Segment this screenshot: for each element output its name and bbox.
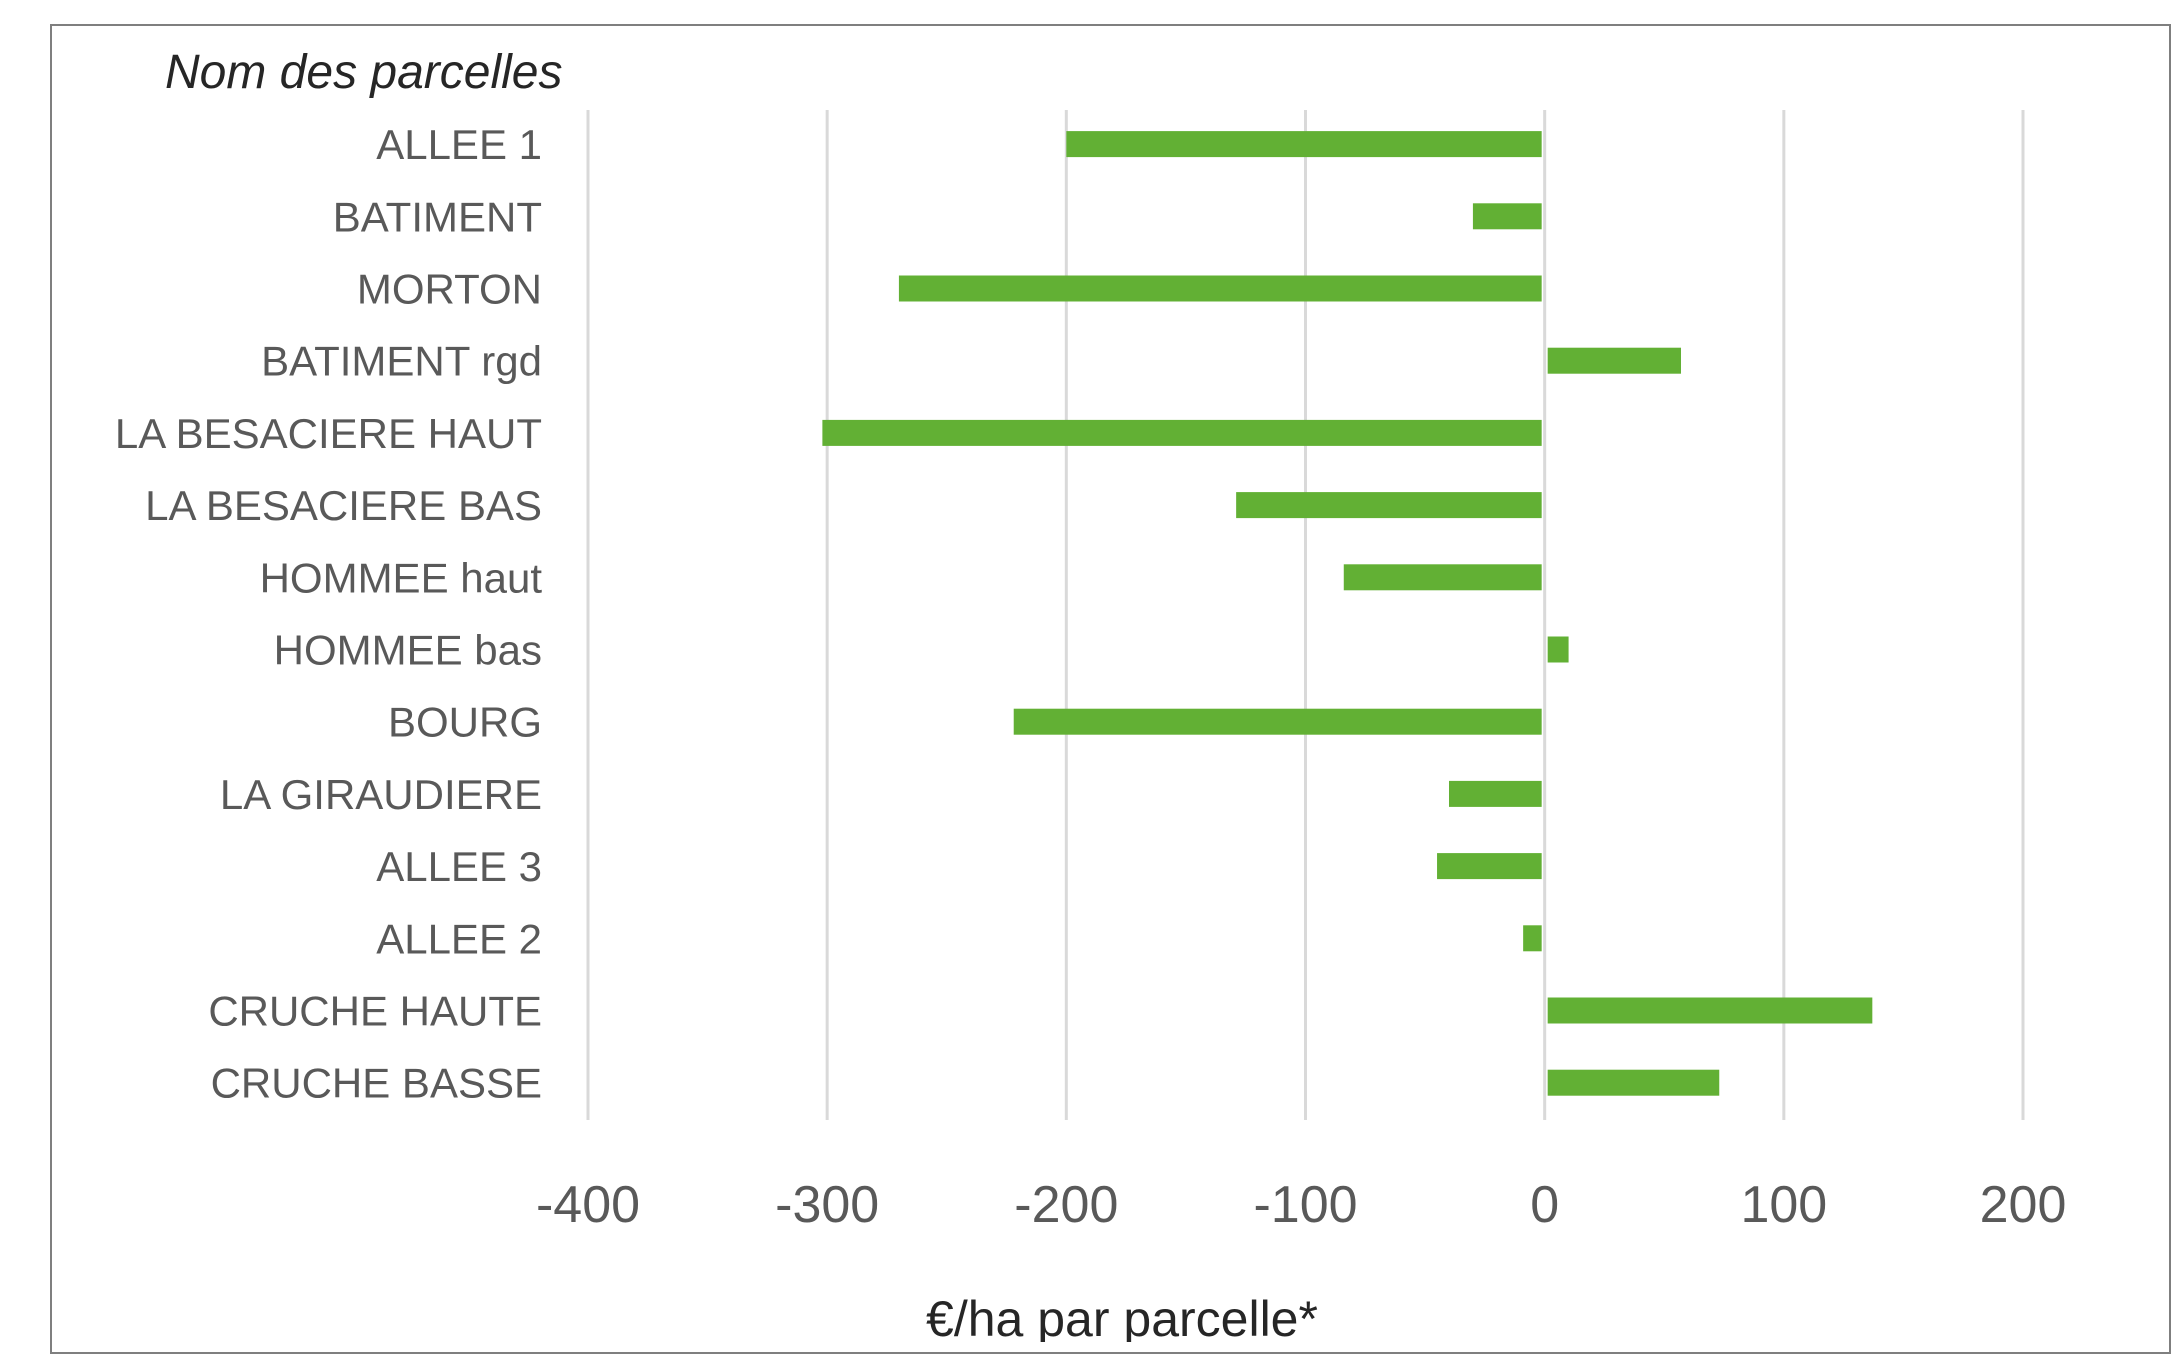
category-label: BATIMENT rgd: [261, 338, 542, 385]
category-label: CRUCHE HAUTE: [208, 988, 542, 1035]
category-label: HOMMEE haut: [260, 554, 543, 601]
category-label: BATIMENT: [333, 193, 542, 240]
chart-frame: [50, 24, 2171, 1354]
category-label: MORTON: [357, 266, 542, 313]
bar: [1343, 564, 1542, 591]
x-axis-title: €/ha par parcelle*: [926, 1291, 1318, 1342]
category-label: ALLEE 1: [376, 121, 542, 168]
x-tick-label: 0: [1530, 1176, 1559, 1234]
bar: [1066, 131, 1542, 158]
category-label: ALLEE 3: [376, 843, 542, 890]
x-tick-label: -100: [1253, 1176, 1357, 1234]
gridlines: [586, 110, 2025, 1120]
category-label: CRUCHE BASSE: [211, 1060, 542, 1107]
bars: [822, 131, 1873, 1096]
bar: [1547, 1069, 1720, 1096]
x-tick-label: 200: [1980, 1176, 2067, 1234]
bar: [1547, 997, 1873, 1024]
bar: [1547, 636, 1569, 663]
bar: [1013, 708, 1542, 735]
x-tick-label: -300: [775, 1176, 879, 1234]
x-tick-label: 100: [1740, 1176, 1827, 1234]
category-label: LA GIRAUDIERE: [220, 771, 542, 818]
bar: [1472, 203, 1542, 230]
category-label: LA BESACIERE BAS: [145, 482, 542, 529]
bar: [1547, 347, 1681, 374]
bar: [1449, 780, 1542, 807]
bar: [1437, 853, 1542, 880]
y-axis-title: Nom des parcelles: [165, 46, 563, 99]
x-tick-label: -200: [1014, 1176, 1118, 1234]
category-labels: ALLEE 1 BATIMENT MORTON BATIMENT rgd LA BESA…: [115, 121, 542, 1107]
bar: [1236, 492, 1542, 519]
x-tick-label: -400: [536, 1176, 640, 1234]
category-label: LA BESACIERE HAUT: [115, 410, 542, 457]
x-tick-labels: -400 -300 -200 -100 0 100 200: [536, 1176, 2066, 1234]
category-label: BOURG: [388, 699, 542, 746]
bar: [822, 419, 1542, 446]
category-label: HOMMEE bas: [274, 627, 542, 674]
bar: [898, 275, 1542, 302]
category-label: ALLEE 2: [376, 915, 542, 962]
bar: [1523, 925, 1542, 952]
